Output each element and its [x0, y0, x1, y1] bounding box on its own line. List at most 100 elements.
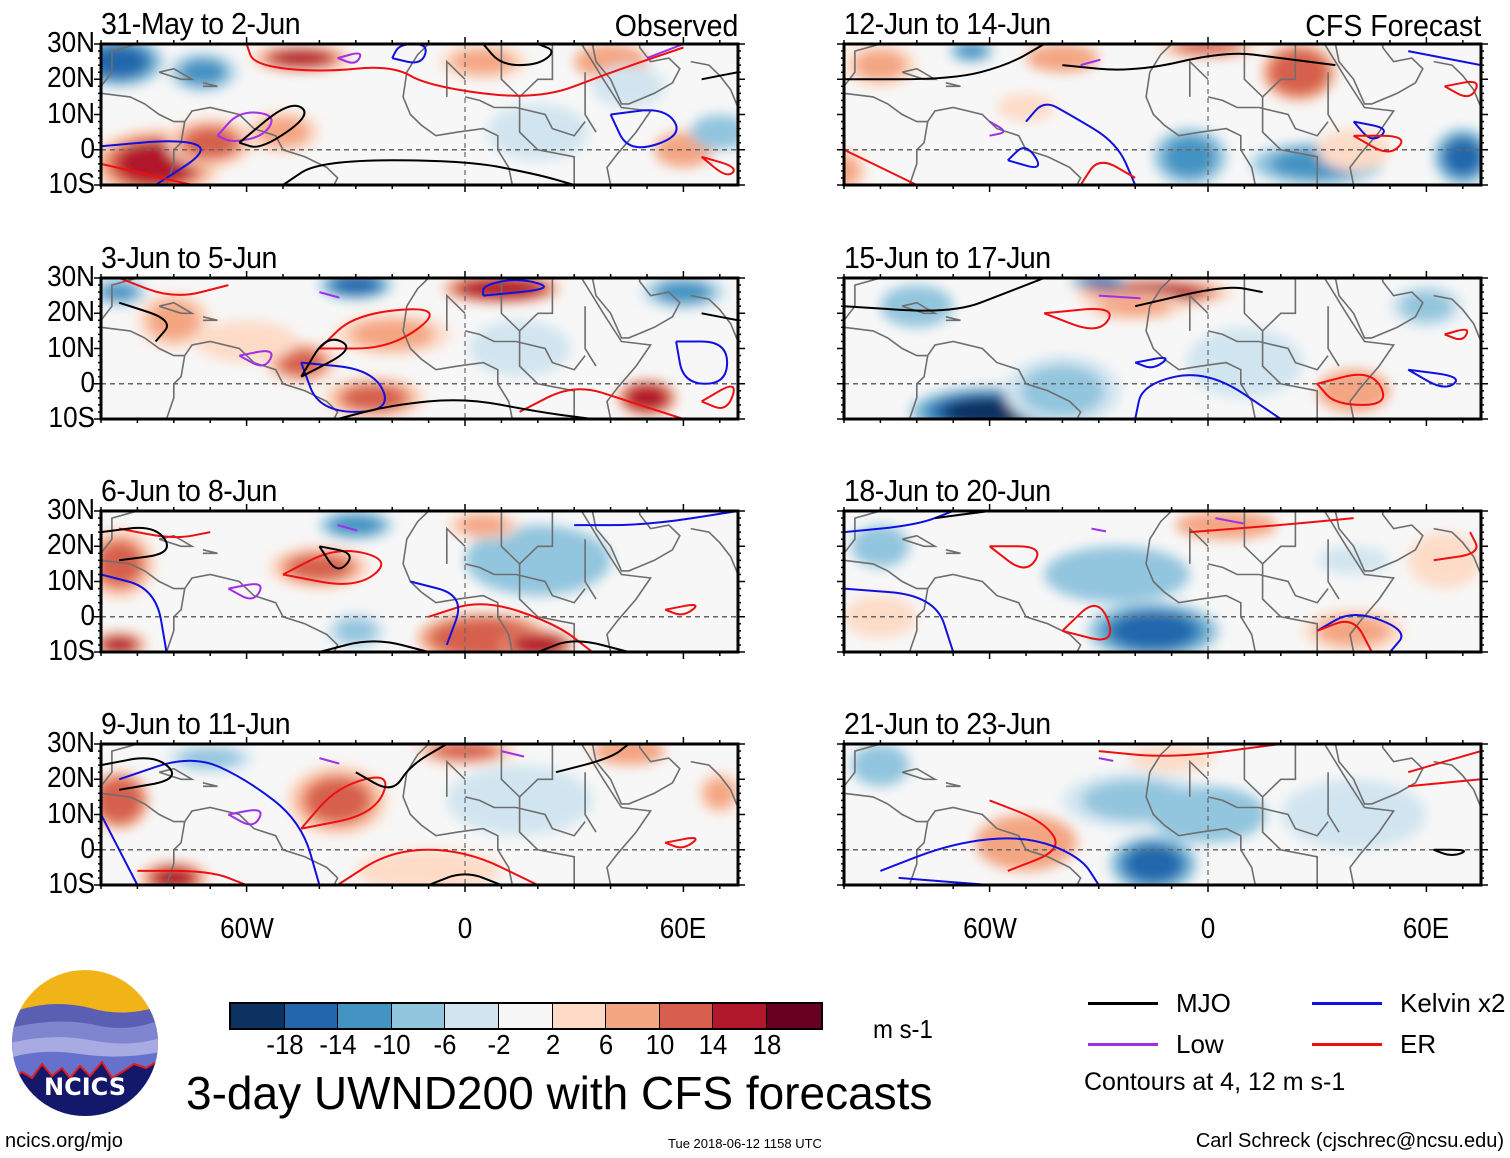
contour-er — [988, 545, 1039, 569]
wind-anomaly-mark — [655, 280, 712, 304]
colorbar-tick-label: -2 — [487, 1029, 511, 1060]
coastline — [1207, 563, 1329, 604]
coastline — [500, 511, 554, 566]
coastline — [446, 526, 466, 564]
coastline — [584, 306, 597, 367]
colorbar-tick-label: 14 — [699, 1029, 728, 1060]
contour-kelvin — [300, 361, 386, 413]
panel-title-fcst3: 18-Jun to 20-Jun — [844, 473, 1051, 508]
contour-low — [337, 52, 362, 64]
wind-anomaly-mark — [1036, 47, 1089, 69]
contour-er — [1444, 328, 1469, 341]
contour-low — [1215, 517, 1244, 525]
wind-anomaly-mark — [1149, 786, 1267, 843]
coastline — [464, 330, 586, 371]
legend-item-mjo: MJO — [1088, 988, 1231, 1019]
coastline — [1323, 278, 1396, 419]
colorbar-swatch — [498, 1004, 553, 1028]
wind-anomaly-mark — [1444, 138, 1481, 175]
lat-tick-label: 20N — [47, 62, 95, 95]
coastline — [1499, 118, 1506, 129]
colorbar-tick-label: 18 — [752, 1029, 782, 1060]
coastline — [1189, 293, 1209, 331]
wind-anomaly-mark — [147, 299, 201, 341]
colorbar-tick-label: -14 — [319, 1029, 357, 1060]
coastline — [158, 67, 195, 81]
coastline — [1433, 294, 1481, 344]
contour-er — [282, 550, 383, 585]
coastline — [1189, 526, 1209, 564]
contour-low — [1098, 757, 1114, 762]
coastline — [101, 559, 339, 652]
coastline — [756, 818, 763, 829]
wind-anomaly-mark — [1400, 290, 1453, 322]
lon-tick-label: 60E — [660, 913, 707, 945]
contour-low — [238, 350, 273, 367]
coastline — [1243, 278, 1297, 333]
wind-anomaly-mark — [432, 744, 498, 760]
coastline — [1433, 760, 1481, 810]
contour-mjo — [118, 301, 168, 343]
coastline — [945, 316, 961, 322]
coastline — [945, 82, 961, 88]
contour-low — [227, 809, 262, 826]
coastline — [1334, 278, 1424, 339]
lat-tick-label: 30N — [47, 727, 95, 759]
coastline — [844, 792, 1082, 885]
legend-line-swatch — [1312, 1002, 1382, 1005]
coastline — [584, 772, 597, 833]
coastline — [500, 744, 554, 799]
contour-er — [1098, 744, 1281, 757]
coastline — [158, 767, 195, 781]
logo-text: NCICS — [44, 1073, 126, 1101]
coastline — [844, 326, 1082, 419]
coastline — [844, 559, 1082, 652]
lat-tick-label: 30N — [47, 261, 95, 293]
contour-mjo — [355, 744, 448, 789]
lat-tick-label: 10S — [48, 868, 95, 900]
lat-tick-label: 30N — [47, 27, 95, 59]
coastline — [945, 782, 961, 788]
contour-er — [701, 385, 735, 409]
contour-mjo — [101, 757, 173, 791]
contour-er — [519, 388, 684, 419]
legend-label: ER — [1400, 1029, 1437, 1059]
wind-anomaly-mark — [456, 514, 510, 536]
panel-tag-fcst1: CFS Forecast — [1305, 8, 1481, 43]
coastline — [1323, 44, 1396, 185]
contour-low — [319, 757, 340, 765]
author-credit: Carl Schreck (cjschrec@ncsu.edu) — [1195, 1130, 1504, 1152]
coastline — [1189, 759, 1209, 797]
contour-low — [1080, 58, 1101, 67]
wind-anomaly-mark — [341, 384, 407, 412]
wind-anomaly-mark — [451, 48, 515, 75]
wind-anomaly-mark — [329, 514, 383, 536]
colorbar-tick-label: -10 — [373, 1029, 411, 1060]
wind-anomaly-mark — [989, 822, 1063, 864]
coastline — [1334, 744, 1424, 805]
contour-kelvin — [675, 340, 729, 385]
colorbar-swatch — [445, 1004, 499, 1028]
wind-anomaly-mark — [1317, 546, 1390, 575]
colorbar-tick-label: -6 — [433, 1029, 457, 1060]
coastline — [446, 59, 466, 97]
contour-kelvin — [410, 580, 460, 646]
legend-line-swatch — [1312, 1043, 1382, 1046]
wind-anomaly-mark — [1163, 136, 1217, 178]
lat-tick-label: 20N — [47, 762, 95, 795]
coastline — [625, 659, 643, 666]
contour-kelvin — [1408, 50, 1481, 67]
wind-anomaly-mark — [1125, 845, 1182, 882]
colorbar-tick-label: -18 — [265, 1029, 304, 1060]
wind-anomaly-mark — [332, 278, 379, 294]
contour-er — [1444, 80, 1478, 98]
wind-anomaly-mark — [955, 44, 988, 59]
website-link[interactable]: ncics.org/mjo — [5, 1130, 123, 1152]
coastline — [901, 534, 938, 548]
contour-low — [1091, 527, 1107, 533]
contour-er — [1043, 308, 1111, 330]
wind-anomaly-mark — [355, 849, 502, 885]
contour-mjo — [318, 545, 351, 570]
coastline — [464, 96, 586, 137]
contour-mjo — [1433, 848, 1465, 857]
